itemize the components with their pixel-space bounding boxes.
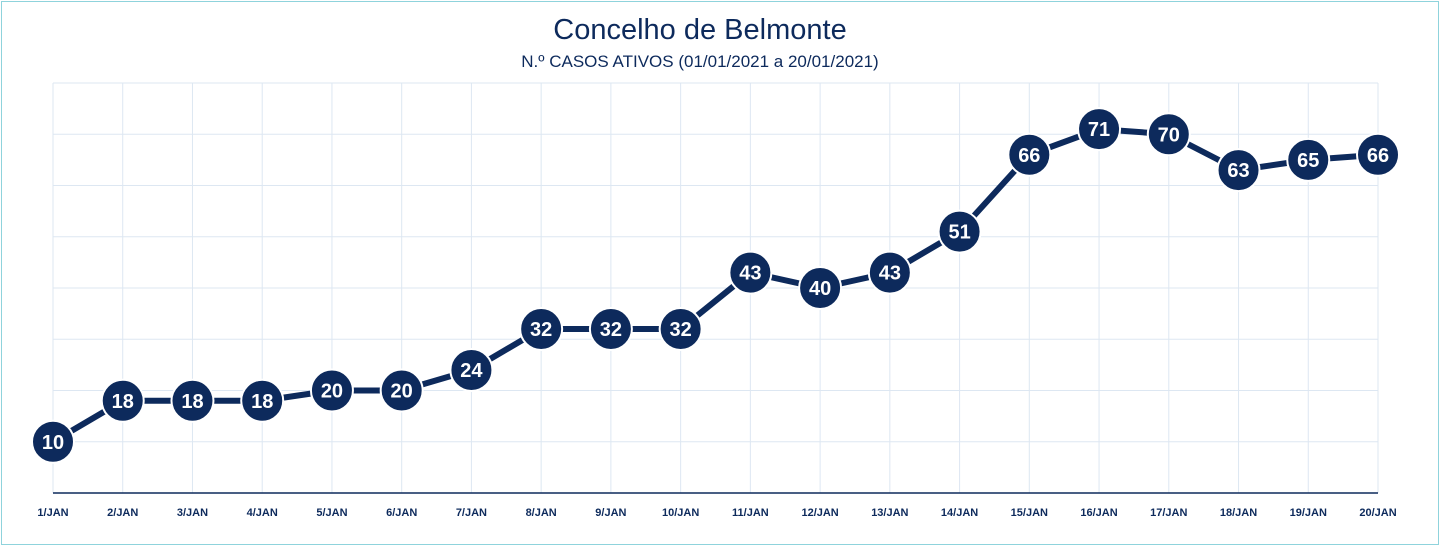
x-tick-label: 9/JAN	[595, 507, 626, 519]
data-label: 71	[1088, 119, 1110, 141]
x-tick-label: 7/JAN	[456, 507, 487, 519]
x-tick-label: 15/JAN	[1011, 507, 1048, 519]
x-tick-label: 11/JAN	[732, 507, 769, 519]
data-point-marker	[658, 307, 703, 351]
x-tick-label: 20/JAN	[1359, 507, 1396, 519]
x-tick-label: 2/JAN	[107, 507, 138, 519]
data-label: 18	[251, 391, 273, 413]
data-point-marker	[588, 307, 633, 351]
x-tick-label: 4/JAN	[247, 507, 278, 519]
data-point-marker	[379, 368, 424, 413]
data-label: 18	[181, 391, 203, 413]
data-label: 66	[1018, 145, 1040, 167]
chart-subtitle: N.º CASOS ATIVOS (01/01/2021 a 20/01/202…	[521, 52, 879, 71]
data-label: 32	[530, 319, 552, 341]
data-point-marker	[31, 419, 75, 464]
data-label: 20	[321, 381, 343, 403]
data-point-marker	[937, 209, 982, 254]
data-point-marker	[1077, 107, 1122, 152]
data-label: 70	[1158, 124, 1180, 146]
data-point-marker	[449, 348, 494, 392]
x-tick-label: 10/JAN	[662, 507, 699, 519]
data-point-marker	[1356, 132, 1400, 177]
data-points: 10 18 18 18 20 20 24 32 32 32 43 40 43 51 66 71 70 63 65 66	[31, 107, 1400, 464]
x-tick-label: 8/JAN	[526, 507, 557, 519]
data-point-marker	[100, 378, 145, 423]
data-point-marker	[170, 378, 215, 423]
data-point-marker	[240, 378, 285, 423]
data-point-marker	[728, 250, 773, 295]
data-label: 32	[600, 319, 622, 341]
data-label: 24	[460, 360, 483, 382]
data-label: 32	[670, 319, 692, 341]
data-label: 20	[391, 381, 413, 403]
data-point-marker	[519, 307, 564, 351]
data-label: 18	[112, 391, 134, 413]
data-point-marker	[1146, 112, 1191, 157]
data-label: 40	[809, 278, 831, 300]
x-tick-label: 5/JAN	[316, 507, 347, 519]
x-tick-label: 19/JAN	[1290, 507, 1327, 519]
data-label: 63	[1227, 160, 1249, 182]
chart-title: Concelho de Belmonte	[553, 14, 847, 46]
x-tick-label: 1/JAN	[37, 507, 68, 519]
x-tick-label: 3/JAN	[177, 507, 208, 519]
data-point-marker	[309, 368, 354, 413]
data-point-marker	[798, 266, 843, 310]
data-label: 65	[1297, 150, 1319, 172]
x-tick-labels: 1/JAN 2/JAN 3/JAN 4/JAN 5/JAN 6/JAN 7/JAN 8/JAN…	[37, 507, 1396, 519]
data-point-marker	[867, 250, 912, 295]
x-tick-label: 13/JAN	[871, 507, 908, 519]
x-tick-label: 16/JAN	[1080, 507, 1117, 519]
data-point-marker	[1007, 132, 1052, 177]
x-tick-label: 14/JAN	[941, 507, 978, 519]
x-tick-label: 6/JAN	[386, 507, 417, 519]
data-point-marker	[1216, 148, 1261, 193]
data-label: 10	[42, 432, 64, 454]
x-tick-label: 12/JAN	[801, 507, 838, 519]
data-label: 51	[948, 222, 970, 244]
x-tick-label: 18/JAN	[1220, 507, 1257, 519]
x-tick-label: 17/JAN	[1150, 507, 1187, 519]
data-point-marker	[1286, 137, 1331, 182]
data-label: 43	[739, 263, 761, 285]
data-label: 43	[879, 263, 901, 285]
data-label: 66	[1367, 145, 1389, 167]
